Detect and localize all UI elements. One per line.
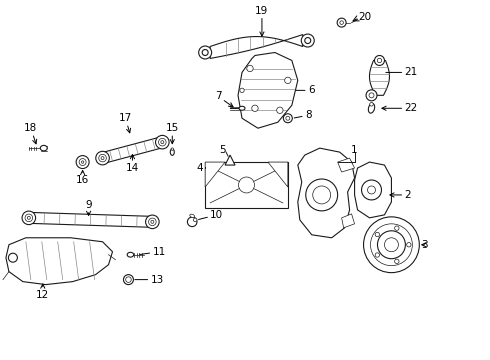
Circle shape <box>277 107 283 113</box>
Circle shape <box>394 226 399 230</box>
Circle shape <box>377 58 382 63</box>
Circle shape <box>340 21 343 24</box>
Text: 10: 10 <box>198 210 223 220</box>
Circle shape <box>305 37 311 44</box>
Ellipse shape <box>239 106 245 110</box>
Circle shape <box>161 141 164 144</box>
Text: 15: 15 <box>166 123 179 144</box>
Circle shape <box>285 77 291 84</box>
Circle shape <box>375 253 380 257</box>
Circle shape <box>148 218 156 226</box>
Text: 3: 3 <box>421 240 428 250</box>
Circle shape <box>301 34 314 47</box>
Text: 7: 7 <box>215 91 233 107</box>
Polygon shape <box>124 275 133 285</box>
Circle shape <box>394 259 399 264</box>
Circle shape <box>313 186 331 204</box>
Circle shape <box>187 217 197 226</box>
Circle shape <box>146 215 159 229</box>
Polygon shape <box>369 60 390 95</box>
Ellipse shape <box>171 149 174 156</box>
Text: 4: 4 <box>197 163 203 173</box>
Circle shape <box>240 88 244 93</box>
Circle shape <box>99 154 106 162</box>
Circle shape <box>306 179 338 211</box>
Circle shape <box>22 211 36 225</box>
Text: 9: 9 <box>85 200 92 215</box>
Polygon shape <box>338 158 355 172</box>
Polygon shape <box>342 214 355 228</box>
Polygon shape <box>28 212 152 227</box>
Polygon shape <box>205 162 225 187</box>
Text: 22: 22 <box>382 103 417 113</box>
Text: 20: 20 <box>358 12 371 22</box>
Circle shape <box>370 103 373 106</box>
Text: 14: 14 <box>126 154 139 173</box>
Circle shape <box>362 180 382 200</box>
Circle shape <box>247 65 253 72</box>
Circle shape <box>123 275 133 285</box>
Ellipse shape <box>190 214 195 217</box>
Circle shape <box>407 243 411 247</box>
Circle shape <box>364 217 419 273</box>
Circle shape <box>202 50 208 55</box>
Polygon shape <box>268 162 288 187</box>
Circle shape <box>125 277 131 282</box>
Polygon shape <box>238 53 298 128</box>
Circle shape <box>198 46 212 59</box>
Circle shape <box>370 224 413 266</box>
Circle shape <box>366 90 377 101</box>
Circle shape <box>337 18 346 27</box>
Ellipse shape <box>40 145 47 151</box>
Text: 6: 6 <box>296 85 315 95</box>
Polygon shape <box>355 162 392 218</box>
Circle shape <box>81 161 84 163</box>
Text: 18: 18 <box>24 123 37 144</box>
Polygon shape <box>101 137 164 163</box>
Text: 11: 11 <box>140 247 166 257</box>
Polygon shape <box>205 162 288 208</box>
Circle shape <box>374 55 385 66</box>
Circle shape <box>8 253 17 262</box>
Circle shape <box>239 177 254 193</box>
Circle shape <box>368 186 375 194</box>
Text: 21: 21 <box>386 67 417 77</box>
Ellipse shape <box>127 252 134 257</box>
Text: 17: 17 <box>119 113 132 133</box>
Circle shape <box>76 156 89 168</box>
Circle shape <box>377 231 405 259</box>
Polygon shape <box>225 155 235 165</box>
Text: 13: 13 <box>135 275 164 285</box>
Circle shape <box>27 216 30 219</box>
Circle shape <box>194 218 197 222</box>
Circle shape <box>171 148 173 150</box>
Circle shape <box>375 232 380 237</box>
Circle shape <box>25 214 33 222</box>
Text: 2: 2 <box>390 190 411 200</box>
Circle shape <box>155 135 169 149</box>
Circle shape <box>385 238 398 252</box>
Polygon shape <box>6 238 113 285</box>
Polygon shape <box>298 148 355 238</box>
Circle shape <box>96 151 109 165</box>
Circle shape <box>159 138 166 146</box>
Polygon shape <box>210 35 303 58</box>
Circle shape <box>101 157 104 159</box>
Text: 1: 1 <box>351 145 358 155</box>
Ellipse shape <box>368 103 375 113</box>
Text: 19: 19 <box>255 6 269 36</box>
Text: 5: 5 <box>219 145 225 155</box>
Text: 8: 8 <box>294 110 311 120</box>
Text: 16: 16 <box>76 171 89 185</box>
Circle shape <box>252 105 258 112</box>
Circle shape <box>151 220 154 223</box>
Circle shape <box>79 159 86 166</box>
Circle shape <box>283 114 293 123</box>
Circle shape <box>369 93 374 98</box>
Circle shape <box>286 116 290 120</box>
Text: 12: 12 <box>36 284 49 300</box>
